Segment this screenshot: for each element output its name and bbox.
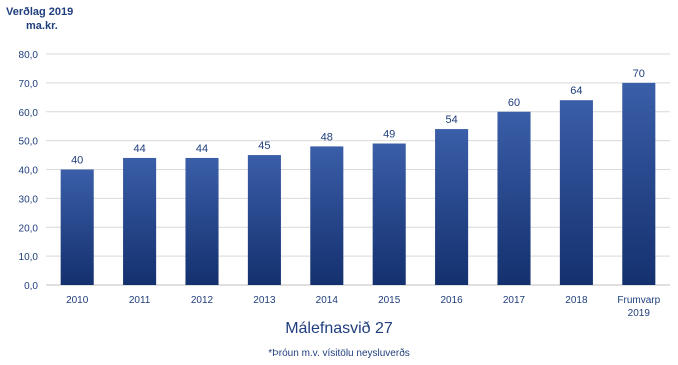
- y-tick-label: 60,0: [19, 108, 39, 119]
- data-label: 44: [196, 143, 208, 155]
- chart-title: Málefnasvið 27: [285, 320, 393, 337]
- y-tick-label: 20,0: [19, 223, 39, 234]
- bar: [497, 111, 531, 285]
- y-tick-label: 40,0: [19, 166, 39, 177]
- bar: [372, 143, 406, 285]
- unit-label-line1: Verðlag 2019: [6, 6, 74, 18]
- y-tick-label: 80,0: [19, 50, 39, 61]
- data-label: 40: [71, 155, 83, 167]
- data-label: 48: [321, 131, 333, 143]
- x-tick-label: 2016: [440, 295, 463, 306]
- bar: [247, 155, 281, 285]
- bar: [185, 157, 219, 285]
- bar: [435, 129, 469, 285]
- unit-label-line2: ma.kr.: [26, 20, 58, 32]
- x-tick-label: 2013: [253, 295, 276, 306]
- y-tick-label: 10,0: [19, 252, 39, 263]
- bar: [310, 146, 344, 285]
- x-tick-label: 2011: [129, 295, 151, 306]
- y-tick-label: 0,0: [24, 281, 38, 292]
- x-tick-label: 2012: [191, 295, 214, 306]
- y-tick-label: 50,0: [19, 137, 39, 148]
- x-tick-label: 2010: [66, 295, 89, 306]
- y-tick-label: 70,0: [19, 79, 39, 90]
- plot-area: 40 44 44 45 48 49 54 60 64 70 2010 2011 2012 2013 201…: [19, 50, 670, 319]
- bar: [60, 169, 94, 285]
- bar: [622, 82, 656, 285]
- bar: [559, 100, 593, 285]
- y-tick-label: 30,0: [19, 194, 39, 205]
- data-label: 60: [508, 97, 520, 109]
- bar: [123, 157, 157, 285]
- data-label: 64: [570, 85, 582, 97]
- data-label: 54: [445, 114, 457, 126]
- data-label: 49: [383, 129, 395, 141]
- footnote: *Þróun m.v. vísitölu neysluverðs: [268, 348, 410, 359]
- data-label: 44: [133, 143, 145, 155]
- x-tick-label: 2014: [316, 295, 339, 306]
- x-tick-label: Frumvarp 2019: [617, 295, 660, 319]
- x-tick-label: 2018: [565, 295, 588, 306]
- x-tick-label: 2015: [378, 295, 401, 306]
- x-tick-label: 2017: [503, 295, 526, 306]
- data-label: 45: [258, 140, 270, 152]
- data-label: 70: [633, 68, 645, 80]
